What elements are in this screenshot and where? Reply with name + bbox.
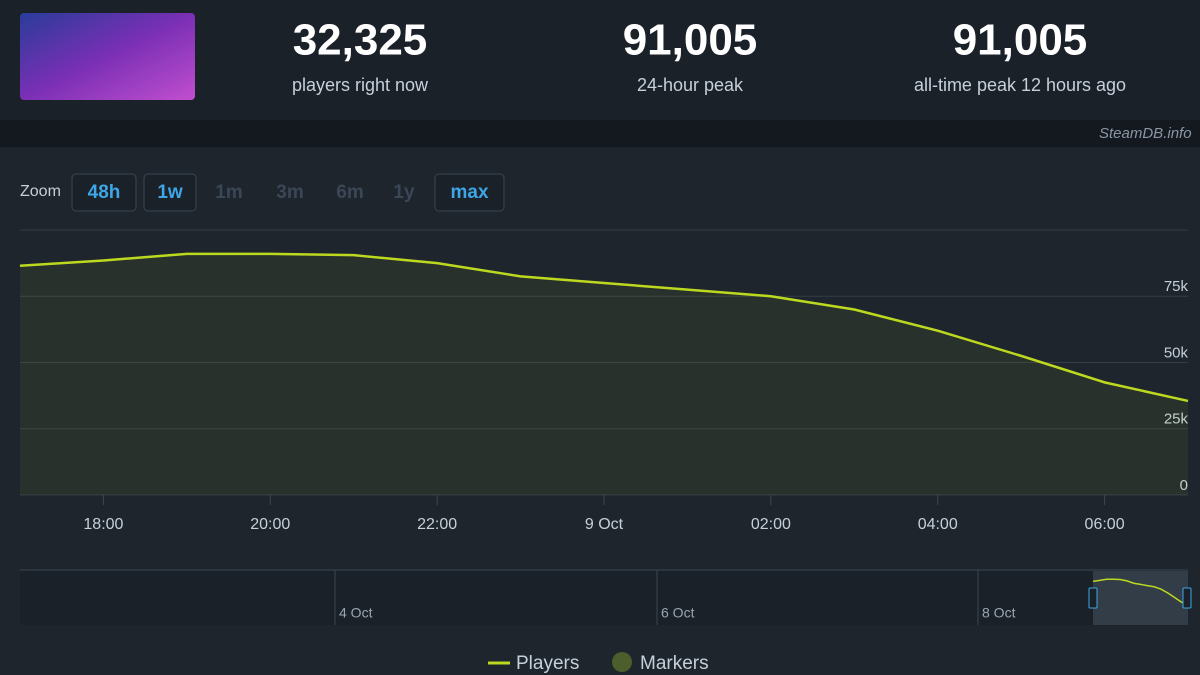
header-bg <box>0 0 1200 120</box>
zoom-button-label: 1m <box>215 182 242 203</box>
y-tick-label: 25k <box>1164 411 1189 428</box>
x-tick-label: 04:00 <box>918 516 958 533</box>
zoom-button-label: 6m <box>336 182 363 203</box>
stat-value: 32,325 <box>293 16 428 65</box>
zoom-button-label[interactable]: max <box>450 182 488 203</box>
y-tick-label: 50k <box>1164 344 1189 361</box>
navigator-window <box>1093 571 1188 625</box>
watermark: SteamDB.info <box>1099 125 1192 142</box>
zoom-button[interactable] <box>71 173 137 212</box>
navigator-handle[interactable] <box>1088 587 1098 609</box>
legend-label[interactable]: Players <box>516 653 579 674</box>
stat-label: 24-hour peak <box>637 75 744 95</box>
stat-value: 91,005 <box>953 16 1088 65</box>
series-area <box>20 253 1188 495</box>
zoom-button-label: 1y <box>393 182 415 203</box>
stat-value: 91,005 <box>623 16 758 65</box>
navigator-label: 6 Oct <box>661 605 695 621</box>
x-tick-label: 06:00 <box>1085 516 1125 533</box>
zoom-button[interactable] <box>434 173 505 212</box>
navigator-handle[interactable] <box>1182 587 1192 609</box>
navigator-bg <box>20 570 1188 625</box>
x-tick-label: 02:00 <box>751 516 791 533</box>
legend-swatch[interactable] <box>612 652 632 672</box>
stat-label: players right now <box>292 75 429 95</box>
zoom-label: Zoom <box>20 183 61 200</box>
zoom-button-label[interactable]: 48h <box>88 182 121 203</box>
stat-label: all-time peak 12 hours ago <box>914 75 1126 95</box>
y-tick-label: 75k <box>1164 278 1189 295</box>
x-tick-label: 20:00 <box>250 516 290 533</box>
zoom-button-label[interactable]: 1w <box>157 182 183 203</box>
navigator-label: 8 Oct <box>982 605 1016 621</box>
series-line <box>19 252 1189 403</box>
zoom-button[interactable] <box>143 173 197 212</box>
watermark-strip <box>0 120 1200 147</box>
x-tick-label: 9 Oct <box>585 516 624 533</box>
game-image <box>20 13 195 100</box>
x-tick-label: 18:00 <box>83 516 123 533</box>
navigator-line <box>1092 578 1189 606</box>
navigator-label: 4 Oct <box>339 605 373 621</box>
legend-label[interactable]: Markers <box>640 653 709 674</box>
x-tick-label: 22:00 <box>417 516 457 533</box>
y-tick-label: 0 <box>1180 477 1188 494</box>
zoom-button-label: 3m <box>276 182 303 203</box>
